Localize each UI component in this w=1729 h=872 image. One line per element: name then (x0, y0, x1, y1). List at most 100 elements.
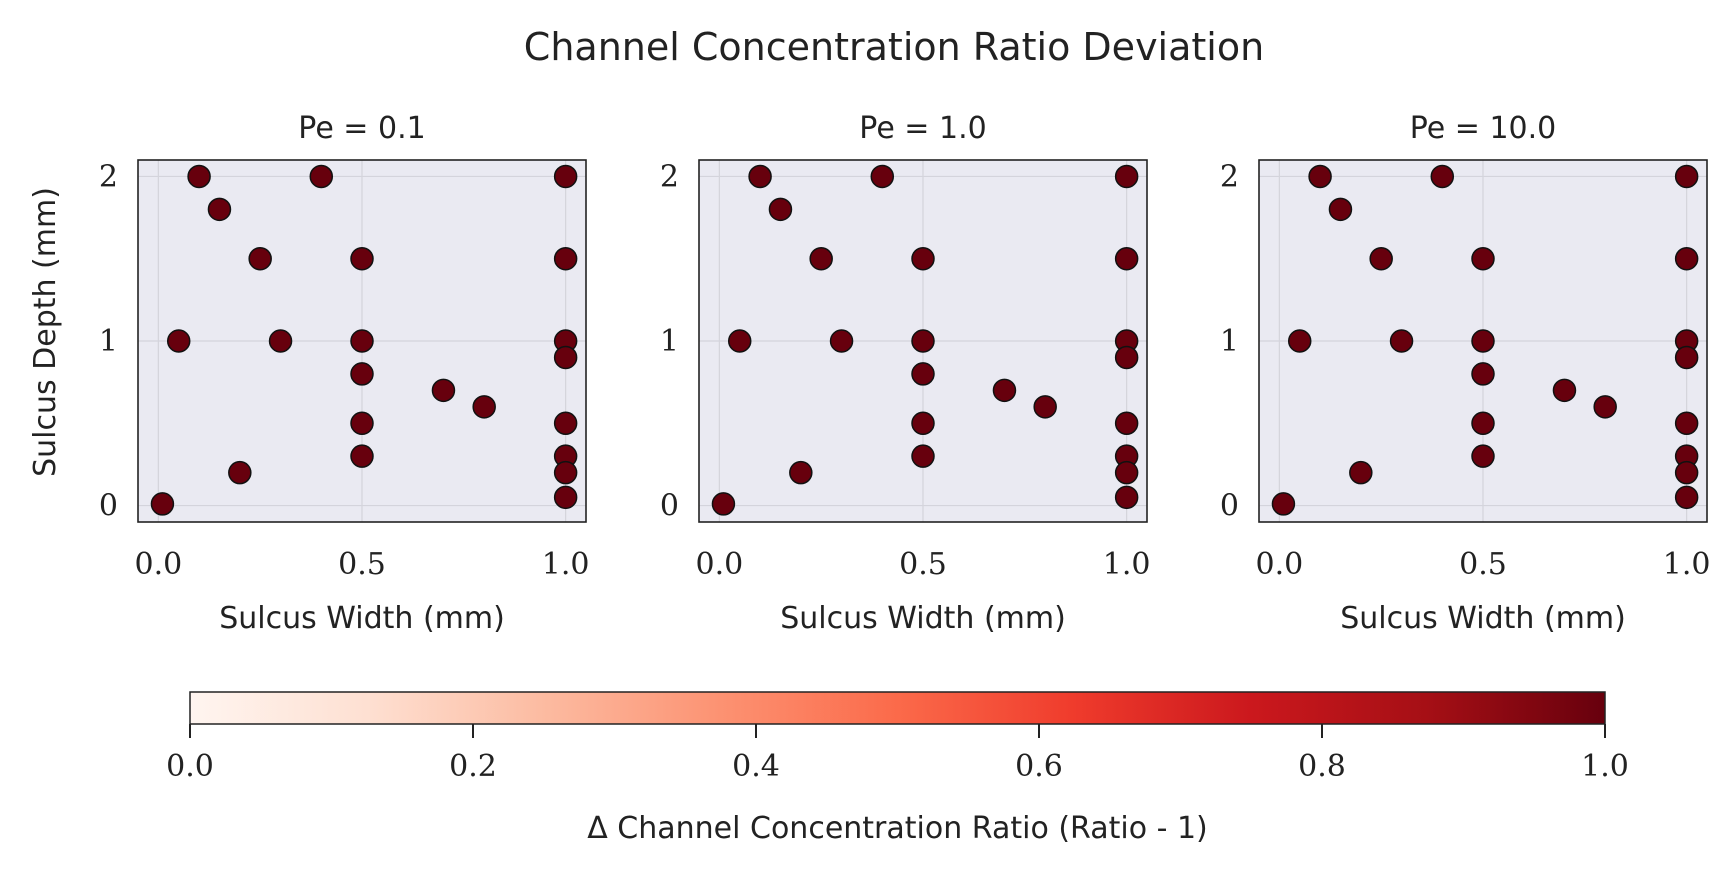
data-point (431, 378, 456, 403)
data-point (1430, 164, 1455, 189)
y-tick-label: 2 (660, 159, 679, 194)
y-tick-label: 1 (1220, 324, 1239, 359)
data-point (1114, 345, 1139, 370)
data-point (268, 329, 293, 353)
subplot-3: Pe = 10.0 0.0 0.5 1.0 0 1 2 Sulcus Width (mm) (1220, 111, 1711, 636)
data-point (1369, 246, 1393, 271)
data-point (1287, 329, 1312, 353)
data-point (1593, 395, 1617, 419)
data-point (228, 460, 252, 485)
x-axis-label: Sulcus Width (mm) (219, 601, 505, 636)
x-axis-label: Sulcus Width (mm) (780, 601, 1066, 636)
y-tick-label: 0 (99, 489, 118, 524)
data-point (166, 329, 191, 353)
data-point (870, 164, 895, 189)
data-point (768, 197, 793, 222)
data-point (992, 378, 1017, 403)
data-point (1114, 411, 1139, 436)
data-point (248, 246, 272, 271)
data-point (553, 485, 578, 510)
x-tick-label: 1.0 (542, 547, 590, 582)
data-point (207, 197, 232, 222)
data-point (1471, 444, 1495, 468)
colorbar: 0.0 0.2 0.4 0.6 0.8 1.0 Δ Channel Concentratio… (166, 691, 1629, 846)
subplot-title: Pe = 10.0 (1410, 111, 1556, 146)
data-point (309, 164, 334, 189)
data-point (1674, 485, 1699, 510)
data-point (727, 329, 752, 353)
colorbar-tick-label: 0.4 (732, 749, 780, 784)
data-point (1114, 246, 1139, 271)
data-point (350, 329, 374, 353)
x-tick-label: 0.5 (1459, 547, 1507, 582)
data-point (1308, 164, 1332, 189)
y-tick-label: 0 (1220, 489, 1239, 524)
x-tick-label: 0.5 (338, 547, 386, 582)
data-point (1471, 329, 1495, 353)
data-point (1328, 197, 1353, 222)
y-tick-label: 1 (99, 324, 118, 359)
y-tick-label: 2 (99, 159, 118, 194)
colorbar-tick-label: 0.6 (1015, 749, 1063, 784)
data-point (350, 362, 374, 386)
data-point (1349, 460, 1373, 485)
data-point (553, 345, 578, 370)
data-point (911, 362, 935, 386)
plot-frame (1258, 159, 1708, 523)
data-point (809, 246, 833, 271)
data-point (553, 246, 578, 271)
data-point (350, 246, 374, 271)
data-point (1033, 395, 1057, 419)
x-axis-label: Sulcus Width (mm) (1340, 601, 1626, 636)
data-point (1674, 345, 1699, 370)
x-tick-label: 1.0 (1103, 547, 1151, 582)
x-tick-label: 0.0 (1256, 547, 1304, 582)
subplot-title: Pe = 1.0 (859, 111, 986, 146)
data-point (911, 246, 935, 271)
data-point (1114, 164, 1139, 189)
x-tick-label: 0.5 (899, 547, 947, 582)
y-tick-label: 0 (660, 489, 679, 524)
plot-frame (137, 159, 587, 523)
colorbar-tick-label: 1.0 (1581, 749, 1629, 784)
data-point (911, 411, 935, 436)
colorbar-tick-label: 0.2 (449, 749, 497, 784)
subplot-1: Pe = 0.1 0.0 0.5 1.0 0 1 2 Sulcus Width (mm) (99, 111, 590, 636)
data-point (711, 492, 736, 516)
data-point (829, 329, 854, 353)
data-point (187, 164, 211, 189)
plot-frame (698, 159, 1148, 523)
data-point (1552, 378, 1577, 403)
colorbar-tick-label: 0.0 (166, 749, 214, 784)
y-tick-label: 1 (660, 324, 679, 359)
data-point (1471, 411, 1495, 436)
y-axis-label: Sulcus Depth (mm) (28, 187, 63, 477)
data-point (911, 329, 935, 353)
data-point (1271, 492, 1296, 516)
data-point (1389, 329, 1414, 353)
data-point (553, 411, 578, 436)
subplot-2: Pe = 1.0 0.0 0.5 1.0 0 1 2 Sulcus Width (mm) (660, 111, 1151, 636)
data-point (1674, 460, 1699, 485)
data-point (748, 164, 772, 189)
data-point (911, 444, 935, 468)
data-point (1471, 246, 1495, 271)
data-point (1674, 246, 1699, 271)
data-point (1471, 362, 1495, 386)
y-tick-label: 2 (1220, 159, 1239, 194)
data-point (1674, 411, 1699, 436)
colorbar-tick-label: 0.8 (1298, 749, 1346, 784)
x-tick-label: 0.0 (135, 547, 183, 582)
data-point (553, 460, 578, 485)
data-point (1674, 164, 1699, 189)
colorbar-label: Δ Channel Concentration Ratio (Ratio - 1… (587, 811, 1208, 846)
data-point (350, 411, 374, 436)
data-point (789, 460, 813, 485)
colorbar-gradient (189, 691, 1606, 725)
data-point (1114, 485, 1139, 510)
data-point (350, 444, 374, 468)
x-tick-label: 1.0 (1663, 547, 1711, 582)
data-point (472, 395, 496, 419)
